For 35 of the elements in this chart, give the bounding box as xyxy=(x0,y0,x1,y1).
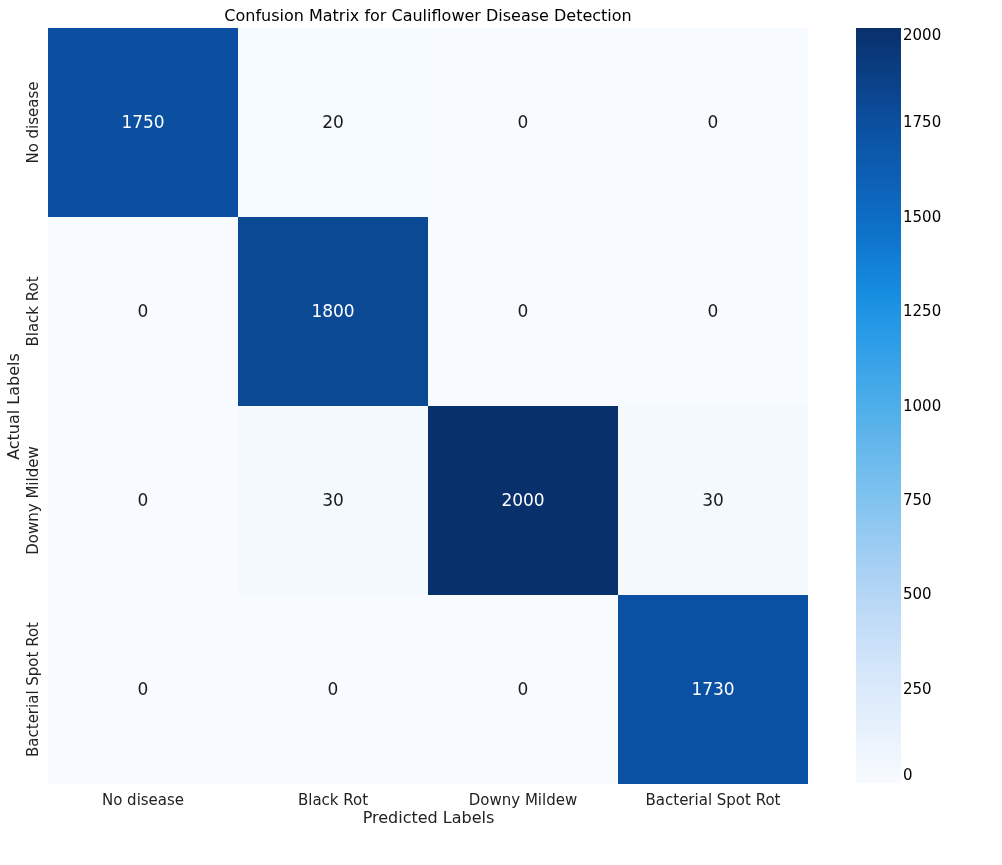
x-axis-title: Predicted Labels xyxy=(362,807,495,827)
color-bar-label: 1000 xyxy=(903,396,942,415)
data-label: 20 xyxy=(322,111,344,132)
data-label: 0 xyxy=(137,300,149,321)
data-label: 0 xyxy=(137,489,149,510)
color-bar-label: 500 xyxy=(903,585,932,604)
data-label: 0 xyxy=(517,111,529,132)
y-tick-label: Black Rot xyxy=(23,276,42,347)
data-label: 0 xyxy=(707,111,719,132)
x-tick-label: No disease xyxy=(101,790,185,809)
data-label: 0 xyxy=(327,678,339,699)
x-tick-label: Black Rot xyxy=(297,790,369,809)
chart-title: Confusion Matrix for Cauliflower Disease Detection xyxy=(224,6,632,25)
y-axis-title: Actual Labels xyxy=(3,353,23,460)
color-bar-label: 2000 xyxy=(903,26,942,44)
data-label: 1800 xyxy=(311,300,355,321)
data-label: 30 xyxy=(702,489,724,510)
color-bar-label: 1750 xyxy=(903,113,942,132)
data-label: 1750 xyxy=(121,111,165,132)
color-bar-label: 1500 xyxy=(903,207,942,226)
x-tick-label: Downy Mildew xyxy=(468,790,578,809)
data-label: 0 xyxy=(517,678,529,699)
y-tick-label: No disease xyxy=(23,81,42,164)
data-label: 2000 xyxy=(501,489,545,510)
data-label: 0 xyxy=(707,300,719,321)
data-label: 30 xyxy=(322,489,344,510)
color-bar-label: 750 xyxy=(903,490,932,509)
y-tick-label: Downy Mildew xyxy=(23,446,42,555)
data-label: 0 xyxy=(137,678,149,699)
color-bar-label: 1250 xyxy=(903,302,942,321)
data-label: 1730 xyxy=(691,678,735,699)
x-tick-label: Bacterial Spot Rot xyxy=(645,790,781,809)
color-bar-label: 250 xyxy=(903,679,932,698)
color-bar-label: 0 xyxy=(903,766,913,784)
data-label: 0 xyxy=(517,300,529,321)
